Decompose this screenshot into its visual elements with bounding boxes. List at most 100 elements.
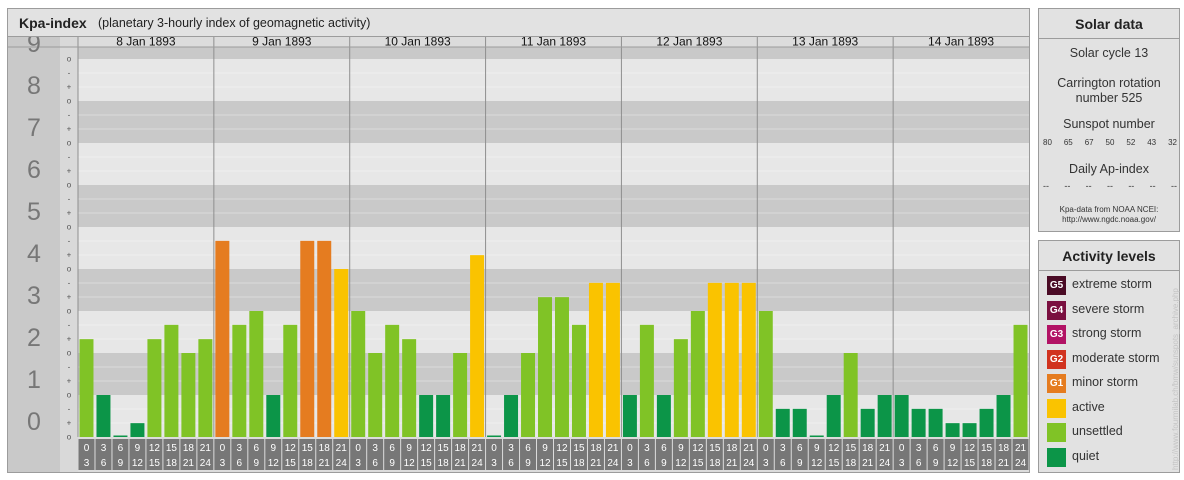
interval-start-label: 15 [573,443,585,454]
legend-swatch: G5 [1047,276,1066,295]
interval-start-label: 12 [828,443,840,454]
kpa-bar [487,435,502,437]
kpa-bar [996,395,1011,437]
interval-end-label: 3 [627,458,633,469]
interval-start-label: 18 [862,443,874,454]
interval-start-label: 0 [355,443,361,454]
interval-end-label: 21 [726,458,738,469]
legend-swatch: G2 [1047,349,1066,369]
ap-index-values: -- -- -- -- -- -- -- [1043,181,1177,191]
y-tick-label: 0 [27,408,41,436]
kpa-bar [402,339,417,437]
interval-start-label: 9 [406,443,412,454]
interval-start-label: 21 [1015,443,1027,454]
kpa-chart-panel: Kpa-index (planetary 3-hourly index of g… [7,8,1030,473]
interval-cell [910,439,927,470]
kpa-bar [300,240,315,437]
interval-start-label: 9 [542,443,548,454]
interval-end-label: 6 [916,458,922,469]
kpa-bar [368,353,383,437]
interval-start-label: 18 [726,443,738,454]
y-tick-label: 8 [27,72,41,100]
interval-start-label: 15 [438,443,450,454]
interval-end-label: 18 [438,458,450,469]
interval-start-label: 0 [491,443,497,454]
interval-end-label: 12 [675,458,687,469]
interval-end-label: 18 [302,458,314,469]
interval-cell [655,439,672,470]
kpa-bar [351,311,366,437]
kpa-bar [453,353,468,437]
interval-cell [367,439,384,470]
day-label: 14 Jan 1893 [928,37,994,49]
interval-cell [265,439,282,470]
interval-end-label: 15 [828,458,840,469]
interval-cell [842,439,859,470]
kpa-bar [436,395,451,437]
minor-tick-label: o [67,181,72,190]
kpa-bar [979,408,994,437]
interval-start-label: 3 [780,443,786,454]
sunspot-value: 32 [1168,138,1177,147]
activity-levels-panel: Activity levels G5 extreme storm G4 severe … [1038,240,1180,473]
kpa-bar [317,240,332,437]
interval-end-label: 15 [556,458,568,469]
kpa-bar [164,324,179,437]
interval-end-label: 6 [780,458,786,469]
interval-start-label: 6 [661,443,667,454]
solar-data-heading: Solar data [1039,9,1179,39]
interval-cell [299,439,316,470]
interval-end-label: 12 [811,458,823,469]
ap-value: -- [1149,181,1156,191]
interval-cell [282,439,299,470]
interval-cell [95,439,112,470]
level-band [78,185,1029,227]
data-source-url: http://www.ngdc.noaa.gov/ [1062,215,1156,224]
ap-value: -- [1085,181,1092,191]
interval-end-label: 6 [237,458,243,469]
kpa-bar [588,282,603,437]
day-label: 8 Jan 1893 [116,37,176,49]
carrington-label: Carrington rotation [1057,76,1161,90]
day-label: 13 Jan 1893 [792,37,858,49]
kpa-bar [181,353,196,437]
y-axis-strip [8,37,60,472]
sunspot-value: 67 [1084,138,1094,147]
interval-start-label: 21 [607,443,619,454]
ap-value: -- [1043,181,1049,191]
kpa-bar [79,339,94,437]
interval-start-label: 21 [879,443,891,454]
interval-start-label: 3 [916,443,922,454]
kpa-bar [673,339,688,437]
legend-swatch: G3 [1047,325,1066,344]
interval-cell [757,439,774,470]
interval-cell [452,439,469,470]
kpa-bar [843,353,858,437]
interval-cell [316,439,333,470]
kpa-bar [945,423,960,437]
kpa-bar-chart: 8 Jan 1893 9 Jan 1893 10 Jan 1893 11 Jan 18… [8,37,1029,472]
interval-start-label: 3 [644,443,650,454]
interval-end-label: 15 [285,458,297,469]
interval-end-label: 9 [118,458,124,469]
kpa-bar [911,408,926,437]
y-tick-label: 7 [27,114,41,142]
minor-tick-label: o [67,349,72,358]
legend-swatch: G4 [1047,300,1066,320]
interval-end-label: 18 [166,458,178,469]
interval-start-label: 12 [421,443,433,454]
interval-cell [554,439,570,470]
interval-end-label: 21 [455,458,467,469]
interval-end-label: 9 [797,458,803,469]
kpa-bar [962,423,977,437]
interval-cell [638,439,655,470]
interval-start-label: 9 [271,443,277,454]
interval-cell [486,439,503,470]
interval-start-label: 6 [797,443,803,454]
interval-end-label: 6 [101,458,107,469]
interval-cell [689,439,706,470]
minor-tick-strip [60,37,78,472]
interval-end-label: 24 [1015,458,1027,469]
solar-data-panel: Solar data Solar cycle 13 Carrington rot… [1038,8,1180,232]
interval-cell [537,439,553,470]
